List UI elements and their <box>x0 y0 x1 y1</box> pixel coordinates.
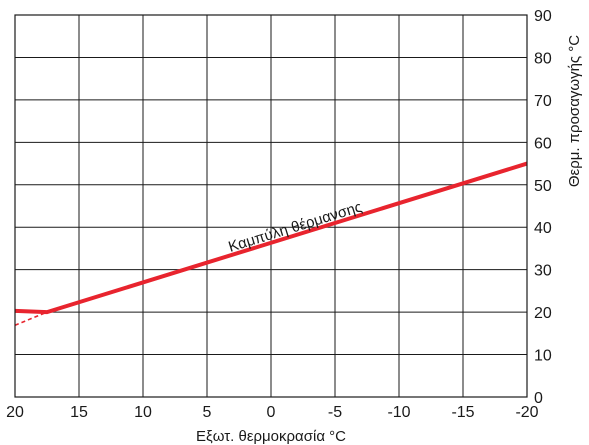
x-tick-label: 10 <box>134 404 152 421</box>
y-tick-label: 10 <box>534 348 552 365</box>
y-tick-label: 40 <box>534 220 552 237</box>
x-tick-label: 0 <box>267 404 276 421</box>
y-tick-label: 0 <box>534 390 543 407</box>
plot-frame <box>14 14 528 398</box>
y-tick-label: 20 <box>534 305 552 322</box>
y-tick-label: 80 <box>534 50 552 67</box>
x-axis-label: Εξωτ. θερμοκρασία °C <box>196 428 346 445</box>
x-tick-label: -15 <box>451 404 474 421</box>
x-tick-label: -10 <box>387 404 410 421</box>
y-tick-label: 60 <box>534 135 552 152</box>
x-tick-label: -20 <box>515 404 538 421</box>
series-layer <box>14 161 528 327</box>
y-tick-label: 50 <box>534 178 552 195</box>
x-tick-label: 20 <box>6 404 24 421</box>
y-tick-label: 30 <box>534 263 552 280</box>
y-tick-label: 90 <box>534 8 552 25</box>
series-extension-dashed <box>14 311 48 327</box>
x-tick-labels: 20 15 10 5 0 -5 -10 -15 -20 <box>6 404 539 421</box>
x-tick-label: 15 <box>70 404 88 421</box>
heating-curve-line <box>14 161 528 315</box>
x-tick-label: -5 <box>328 404 342 421</box>
y-tick-label: 70 <box>534 93 552 110</box>
y-tick-labels: 0 10 20 30 40 50 60 70 80 90 <box>534 8 552 407</box>
x-tick-label: 5 <box>203 404 212 421</box>
y-axis-label: Θερμ. προσαγωγής °C <box>566 35 583 187</box>
